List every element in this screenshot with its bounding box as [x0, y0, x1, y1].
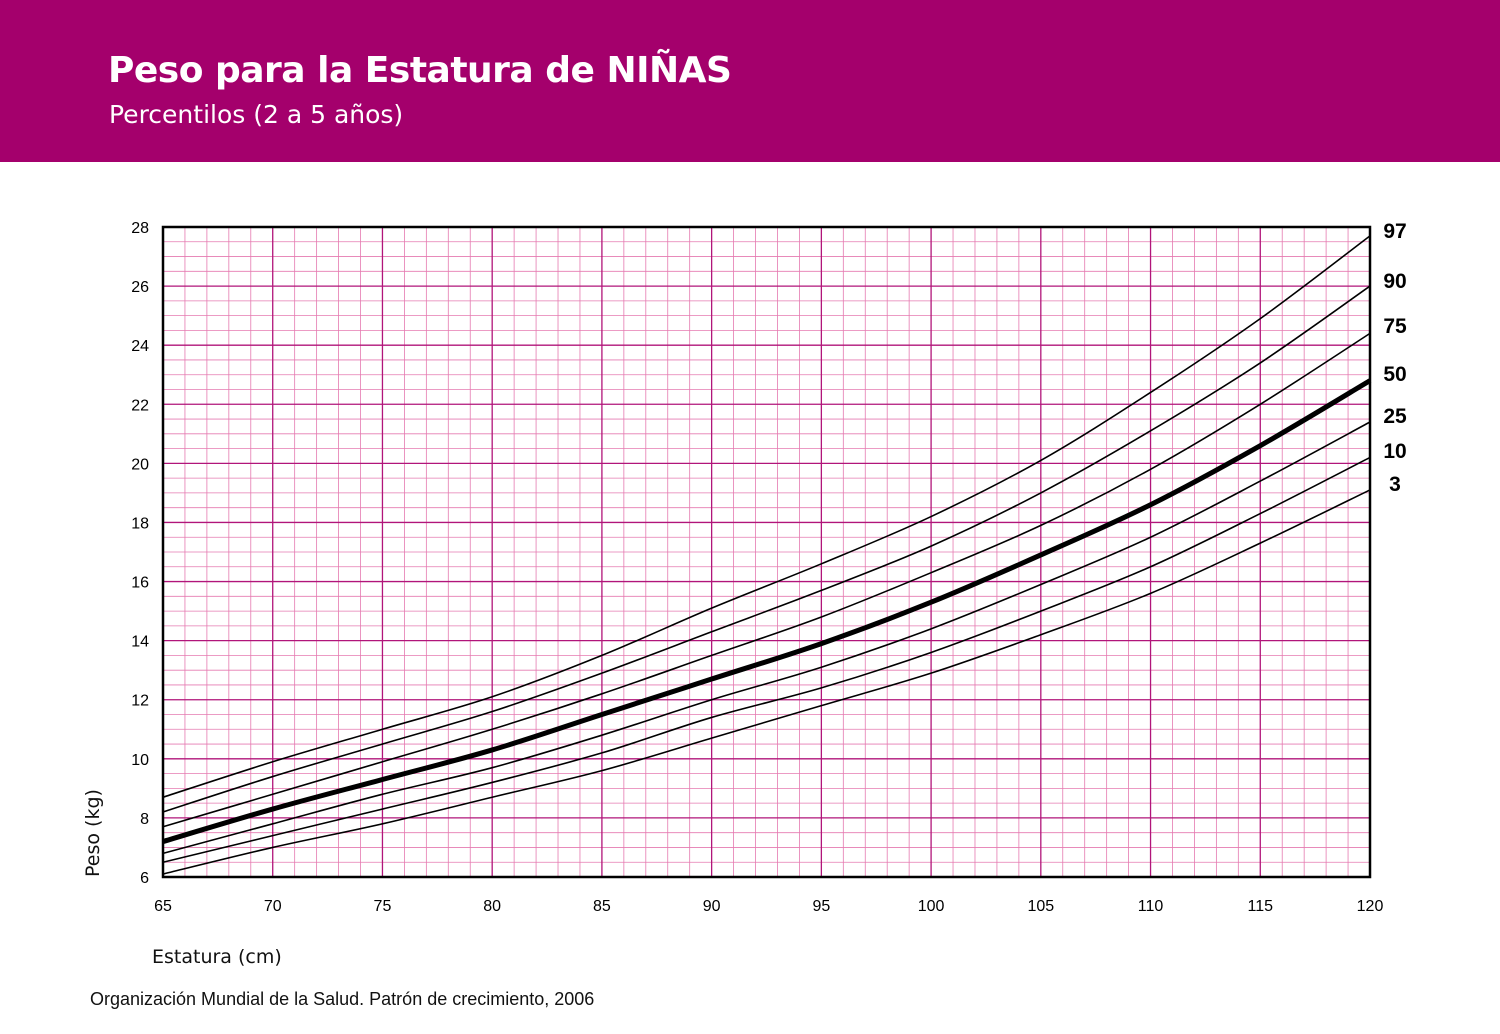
x-tick-label: 120 [1357, 898, 1384, 915]
percentile-label-75: 75 [1383, 315, 1407, 338]
percentile-curve-25 [162, 421, 1371, 855]
percentile-label-25: 25 [1383, 405, 1407, 428]
x-axis-label: Estatura (cm) [152, 946, 282, 968]
x-tick-label: 80 [483, 898, 501, 915]
percentile-curve-75 [162, 332, 1371, 828]
x-tick-label: 110 [1138, 898, 1164, 915]
x-tick-label: 95 [812, 898, 830, 915]
grid-minor [163, 227, 1370, 877]
x-tick-label: 100 [918, 898, 945, 915]
percentile-label-50: 50 [1383, 363, 1406, 386]
percentile-label-3: 3 [1389, 473, 1401, 496]
y-tick-label: 28 [131, 220, 149, 237]
y-tick-label: 6 [140, 870, 149, 887]
y-axis-label: Peso (kg) [82, 789, 104, 877]
y-tick-label: 8 [140, 811, 149, 828]
page-title: Peso para la Estatura de NIÑAS [108, 50, 732, 91]
percentile-label-10: 10 [1383, 440, 1406, 463]
header-banner [0, 0, 1500, 162]
percentile-curve-3 [162, 489, 1371, 875]
y-tick-label: 26 [131, 279, 149, 296]
x-tick-label: 70 [264, 898, 282, 915]
percentile-curve-90 [162, 285, 1371, 813]
y-tick-label: 24 [131, 338, 149, 355]
y-tick-label: 20 [131, 456, 149, 473]
y-tick-label: 22 [131, 397, 149, 414]
x-tick-label: 75 [374, 898, 392, 915]
x-tick-label: 85 [593, 898, 611, 915]
x-tick-label: 105 [1027, 898, 1054, 915]
x-tick-label: 65 [154, 898, 172, 915]
x-tick-label: 90 [703, 898, 721, 915]
percentile-curve-10 [162, 456, 1371, 864]
y-tick-label: 16 [131, 575, 149, 592]
plot-frame [161, 225, 1372, 879]
percentile-labels: 97 90 75 50 25 10 3 [1383, 220, 1407, 496]
x-axis-tick-labels: 65 70 75 80 85 90 95 100 105 110 115 120 [154, 898, 1383, 915]
y-tick-label: 18 [131, 515, 149, 532]
percentile-curve-50 [162, 378, 1372, 844]
y-tick-label: 12 [131, 693, 149, 710]
source-credit: Organización Mundial de la Salud. Patrón… [90, 989, 595, 1009]
y-tick-label: 10 [131, 752, 149, 769]
y-tick-label: 14 [131, 634, 149, 651]
percentile-curve-97 [162, 235, 1371, 798]
y-axis-tick-labels: 6 8 10 12 14 16 18 20 22 24 26 28 [131, 220, 149, 887]
x-tick-label: 115 [1248, 898, 1274, 915]
percentile-label-90: 90 [1383, 270, 1406, 293]
page-subtitle: Percentilos (2 a 5 años) [109, 100, 404, 129]
percentile-curves [162, 235, 1372, 875]
percentile-label-97: 97 [1383, 220, 1406, 243]
